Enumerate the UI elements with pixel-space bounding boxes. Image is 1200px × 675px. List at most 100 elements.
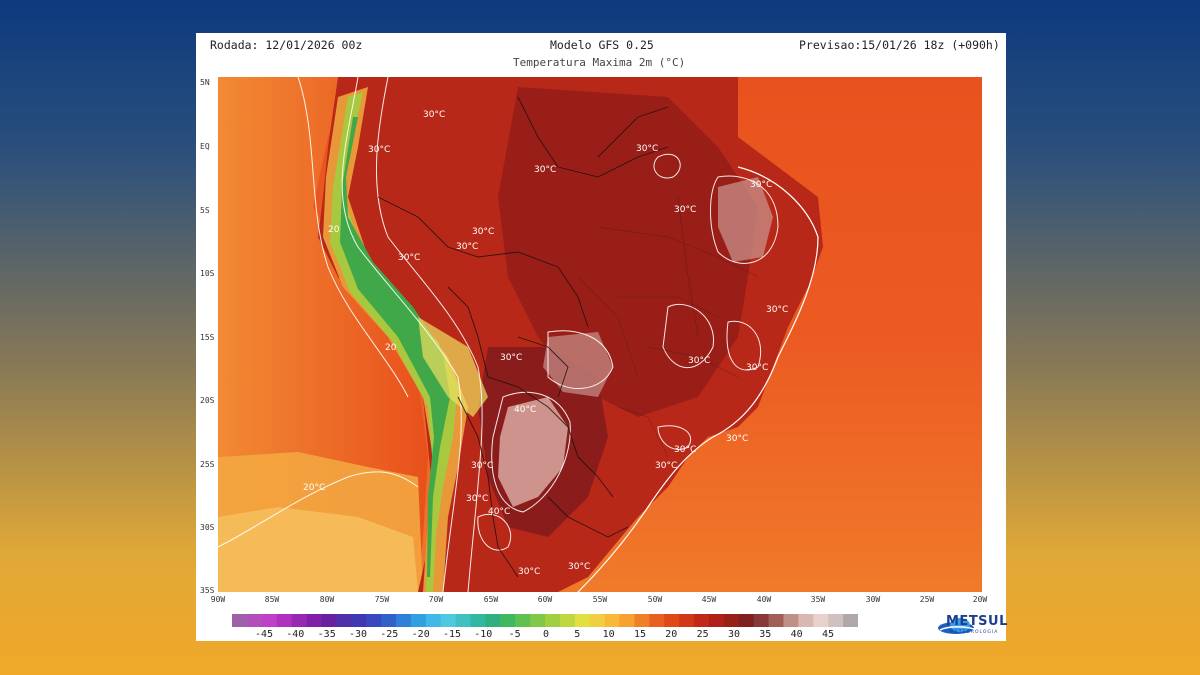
- lat-tick: EQ: [200, 142, 210, 151]
- contour-label: 30°C: [466, 494, 488, 504]
- variable-label: Temperatura Maxima 2m (°C): [513, 56, 686, 69]
- colorbar-swatch: [619, 614, 635, 627]
- colorbar-label: -30: [348, 629, 368, 640]
- colorbar-label: -10: [474, 629, 493, 640]
- lat-tick: 35S: [200, 586, 215, 595]
- forecast-label: Previsao:15/01/26 18z (+090h): [799, 38, 1000, 52]
- lat-tick: 20S: [200, 396, 215, 405]
- lon-tick: 65W: [483, 595, 499, 604]
- colorbar-label: 10: [602, 629, 615, 640]
- colorbar-swatch: [708, 614, 725, 627]
- hot-zone-chaco: [498, 397, 568, 507]
- colorbar-swatch: [291, 614, 308, 627]
- colorbar-label: 40: [790, 629, 803, 640]
- colorbar-swatch: [828, 614, 844, 627]
- colorbar-swatch: [366, 614, 382, 627]
- colorbar-label: -45: [254, 629, 274, 640]
- contour-lines: [218, 77, 779, 592]
- country-borders: [377, 96, 669, 578]
- colorbar-swatch: [261, 614, 278, 627]
- colorbar-swatch: [604, 614, 621, 627]
- contour-label: 30°C: [766, 305, 788, 315]
- colorbar-swatch: [679, 614, 695, 627]
- colorbar-swatch: [246, 614, 263, 627]
- contour-label: 40°C: [488, 507, 510, 517]
- hot-zone-pantanal: [543, 332, 613, 397]
- interior-hot: [498, 87, 758, 417]
- contour-label: 40°C: [514, 405, 536, 415]
- colorbar-swatch: [321, 614, 337, 627]
- lon-tick: 40W: [756, 595, 772, 604]
- colorbar-swatch: [470, 614, 486, 627]
- contour-label: 30°C: [726, 434, 748, 444]
- colorbar-swatch: [798, 614, 814, 627]
- contour-label: 30°C: [471, 461, 493, 471]
- colorbar-label: -15: [442, 629, 462, 640]
- colorbar-swatch: [485, 614, 501, 627]
- lon-tick: 55W: [592, 595, 608, 604]
- colorbar-swatch: [351, 614, 367, 627]
- lon-tick: 45W: [701, 595, 717, 604]
- lon-tick: 80W: [319, 595, 335, 604]
- contour-label: 30°C: [423, 110, 445, 120]
- lat-tick: 5N: [200, 78, 210, 87]
- lat-tick: 5S: [200, 206, 210, 215]
- colorbar-swatch: [545, 614, 561, 627]
- logo-subtitle: METEOROLOGIA: [950, 630, 999, 635]
- colorbar-swatch: [649, 614, 665, 627]
- colorbar-swatch: [783, 614, 799, 627]
- contour-label: 20°C: [303, 483, 325, 493]
- lon-tick: 20W: [972, 595, 988, 604]
- colorbar-label: 20: [665, 629, 678, 640]
- lat-tick: 25S: [200, 460, 215, 469]
- colorbar-label: -25: [380, 629, 399, 640]
- contour-label: 30°C: [674, 205, 696, 215]
- colorbar-swatch: [634, 614, 650, 627]
- colorbar-swatch: [694, 614, 710, 627]
- colorbar-label: -20: [411, 629, 430, 640]
- colorbar-label: 0: [542, 629, 550, 640]
- colorbar-swatch: [768, 614, 784, 627]
- state-borders: [577, 196, 759, 458]
- temperature-map: 30°C 30°C 30°C 30°C 30°C 30°C 30°C 30°C …: [218, 77, 982, 592]
- contour-label: 30°C: [398, 253, 420, 263]
- contour-label: 30°C: [456, 242, 478, 252]
- coastline: [577, 166, 819, 592]
- metsul-logo-icon: [938, 618, 975, 634]
- lon-tick: 75W: [374, 595, 390, 604]
- colorbar-swatch: [559, 614, 576, 627]
- colorbar-label: -35: [317, 629, 336, 640]
- colorbar-label: -5: [508, 629, 521, 640]
- contour-label: 30°C: [674, 445, 696, 455]
- contour-label: 30°C: [750, 180, 772, 190]
- colorbar-swatch: [232, 614, 248, 627]
- contour-label: 30°C: [368, 145, 390, 155]
- colorbar-label: 30: [727, 629, 741, 640]
- colorbar-label: 45: [821, 629, 835, 640]
- colorbar-label: 15: [633, 629, 647, 640]
- contour-label: 30°C: [534, 165, 556, 175]
- colorbar-swatch: [664, 614, 680, 627]
- colorbar: [232, 614, 858, 627]
- colorbar-swatch: [813, 614, 829, 627]
- contour-label: 30°C: [518, 567, 540, 577]
- colorbar-swatch: [515, 614, 531, 627]
- lon-tick: 35W: [810, 595, 826, 604]
- pacific-cold-zone: [218, 507, 418, 592]
- lat-tick: 30S: [200, 523, 215, 532]
- contour-label: 20: [385, 343, 397, 353]
- lon-tick: 60W: [537, 595, 553, 604]
- colorbar-swatch: [395, 614, 412, 627]
- colorbar-swatch: [276, 614, 293, 627]
- colorbar-swatch: [500, 614, 516, 627]
- run-label: Rodada: 12/01/2026 00z: [210, 38, 363, 52]
- logo-name: METSUL: [946, 614, 1008, 629]
- andes-cool-band: [330, 92, 458, 592]
- lon-tick: 50W: [647, 595, 663, 604]
- colorbar-swatch: [440, 614, 457, 627]
- model-label: Modelo GFS 0.25: [550, 38, 654, 52]
- colorbar-swatch: [753, 614, 770, 627]
- lon-tick: 25W: [919, 595, 935, 604]
- lon-tick: 90W: [210, 595, 226, 604]
- contour-label: 30°C: [636, 144, 658, 154]
